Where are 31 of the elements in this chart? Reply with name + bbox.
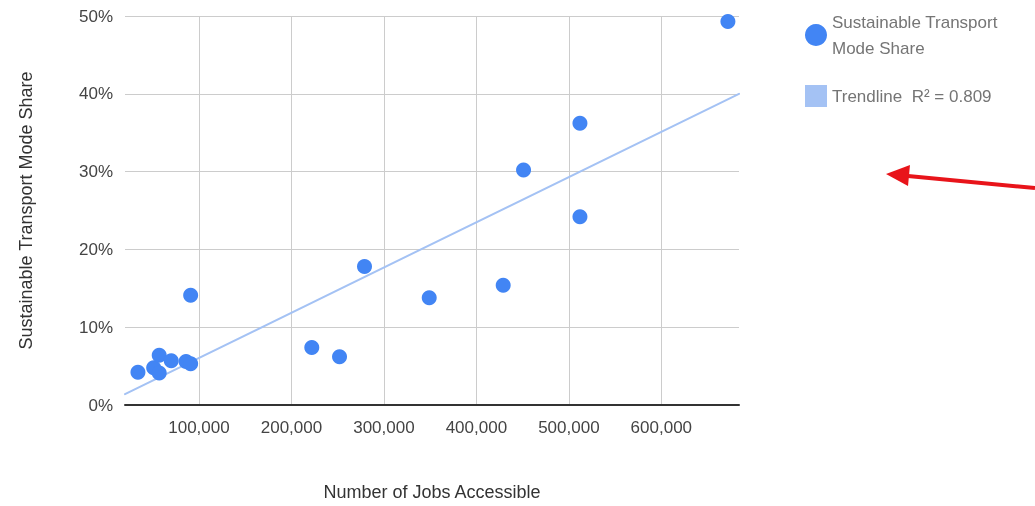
y-tick-label: 30% (78, 162, 113, 182)
point (357, 259, 372, 275)
x-tick-label: 600,000 (630, 418, 693, 437)
point (572, 209, 588, 225)
point (572, 115, 588, 131)
y-tick-label: 20% (78, 239, 113, 259)
y-tick-label: 0% (88, 395, 113, 415)
point (332, 349, 348, 365)
point (151, 347, 167, 363)
y-tick-label: 50% (78, 6, 113, 26)
x-tick-label: 500,000 (538, 418, 600, 437)
x-tick-label: 100,000 (168, 418, 230, 437)
y-axis-title: Sustainable Transport Mode Share (16, 71, 36, 350)
point (183, 287, 199, 303)
point (720, 13, 736, 29)
point (495, 277, 511, 293)
legend-label: Trendline R² = 0.809 (832, 86, 992, 106)
point (183, 356, 199, 372)
x-axis-title: Number of Jobs Accessible (323, 482, 541, 502)
y-tick-label: 10% (78, 317, 113, 337)
point (304, 339, 320, 355)
point (130, 364, 146, 380)
point (516, 162, 532, 178)
x-tick-label: 200,000 (260, 418, 323, 437)
point (421, 290, 437, 306)
x-tick-label: 300,000 (353, 418, 415, 437)
x-tick-label: 400,000 (445, 418, 508, 437)
y-tick-label: 40% (78, 84, 113, 104)
point (163, 353, 179, 369)
legend-label: Sustainable Transport Mode Share (832, 12, 1003, 58)
point (151, 365, 167, 381)
